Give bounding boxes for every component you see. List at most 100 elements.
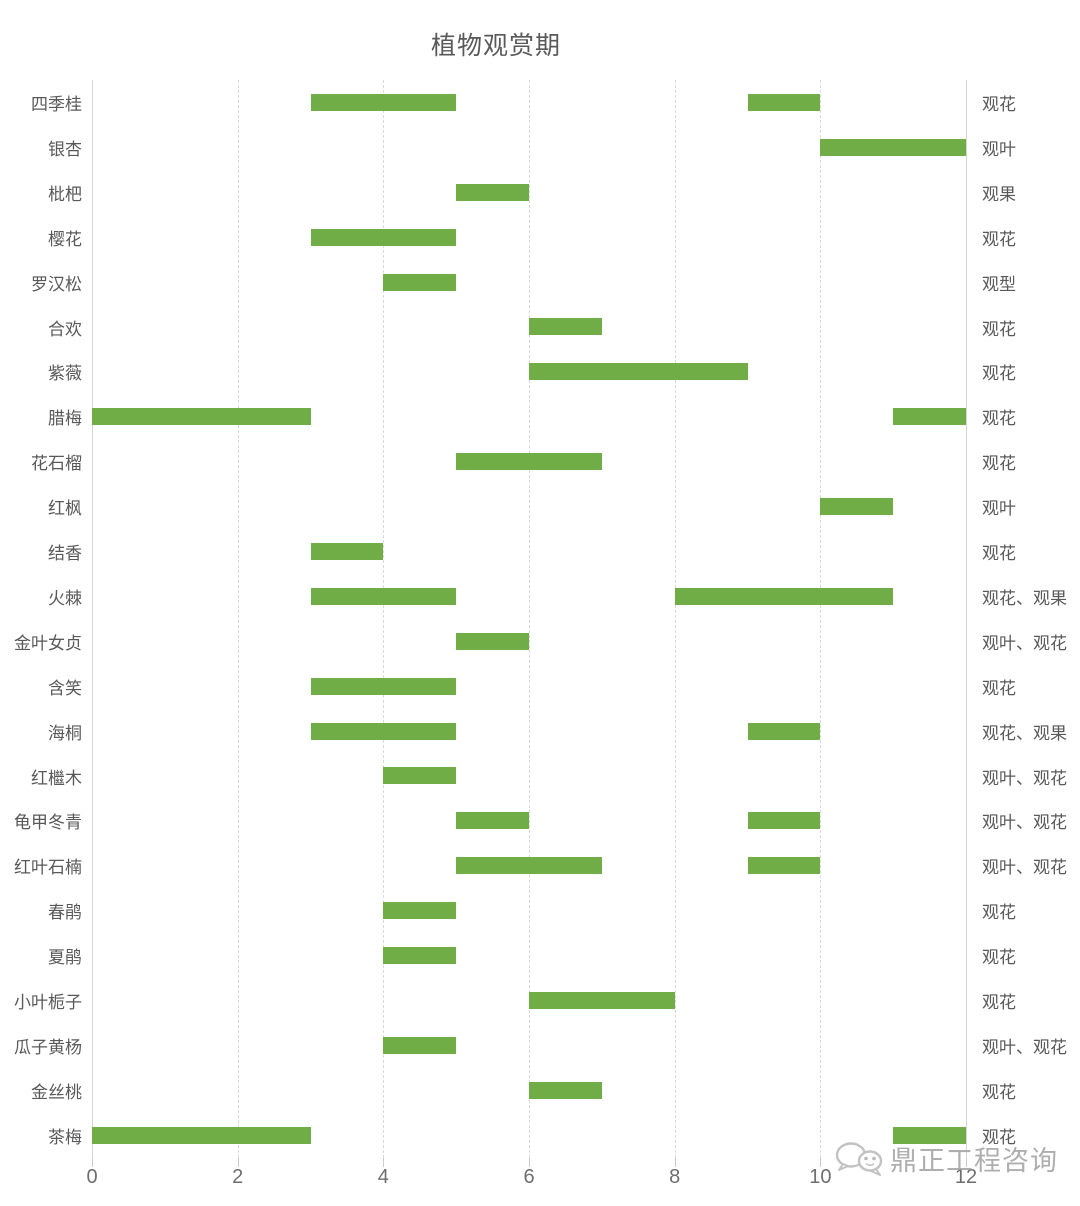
period-bar <box>383 767 457 785</box>
plant-label: 樱花 <box>48 229 82 249</box>
plant-label: 红枫 <box>48 499 82 519</box>
period-bar <box>529 363 748 381</box>
ornamental-type-label: 观花、观果 <box>982 723 1067 743</box>
ornamental-type-label: 观叶、观花 <box>982 813 1067 833</box>
gridline-month-12 <box>966 80 967 1158</box>
x-tickmark-0 <box>92 1158 93 1167</box>
plant-label: 结香 <box>48 544 82 563</box>
plant-label: 海桐 <box>48 723 82 743</box>
ornamental-type-label: 观型 <box>982 274 1016 294</box>
plant-label: 枇杷 <box>48 184 82 204</box>
period-bar <box>820 138 966 156</box>
period-bar <box>747 722 821 740</box>
period-bar <box>310 542 384 560</box>
period-bar <box>747 812 821 830</box>
plant-label: 夏鹃 <box>48 948 82 968</box>
gridline-month-6 <box>529 80 530 1158</box>
x-tick-label: 12 <box>954 1166 978 1188</box>
ornamental-type-label: 观叶 <box>982 139 1016 159</box>
plant-label: 花石榴 <box>31 454 82 474</box>
period-bar <box>820 498 894 516</box>
plant-label: 含笑 <box>48 678 82 698</box>
ornamental-type-label: 观花 <box>982 364 1016 384</box>
period-bar <box>747 93 821 111</box>
period-bar <box>383 902 457 920</box>
ornamental-type-label: 观果 <box>982 184 1016 204</box>
x-tickmark-6 <box>529 1158 530 1167</box>
plant-label: 小叶栀子 <box>14 993 82 1012</box>
period-bar <box>893 1126 966 1144</box>
gridline-month-4 <box>383 80 385 1158</box>
ornamental-type-label: 观花、观果 <box>982 588 1067 608</box>
gridline-month-8 <box>674 80 676 1158</box>
period-bar <box>92 408 311 426</box>
period-bar <box>456 632 529 650</box>
period-bar <box>383 947 457 965</box>
period-bar <box>310 93 457 111</box>
period-bar <box>893 408 966 426</box>
period-bar <box>383 1036 457 1054</box>
x-tick-label: 2 <box>232 1166 244 1188</box>
x-tickmark-4 <box>383 1158 385 1167</box>
period-bar <box>456 453 602 471</box>
period-bar <box>529 1081 602 1099</box>
period-bar <box>529 318 602 336</box>
x-tick-label: 10 <box>809 1166 832 1188</box>
plant-label: 金丝桃 <box>31 1082 82 1102</box>
gridline-month-10 <box>820 80 822 1158</box>
ornamental-type-label: 观花 <box>982 993 1016 1012</box>
plant-label: 红檵木 <box>31 768 82 788</box>
ornamental-type-label: 观花 <box>982 1127 1016 1147</box>
ornamental-type-label: 观花 <box>982 319 1016 339</box>
period-bar <box>92 1126 311 1144</box>
plant-label: 腊梅 <box>48 409 82 429</box>
period-bar <box>747 857 821 875</box>
ornamental-type-label: 观叶、观花 <box>982 633 1067 653</box>
period-bar <box>383 273 457 291</box>
period-bar <box>310 677 457 695</box>
x-tickmark-8 <box>674 1158 676 1167</box>
gridline-month-2 <box>237 80 239 1158</box>
ornamental-type-label: 观花 <box>982 95 1016 114</box>
period-bar <box>456 183 529 201</box>
plant-label: 春鹃 <box>48 903 82 923</box>
ornamental-type-label: 观花 <box>982 1082 1016 1102</box>
ornamental-type-label: 观花 <box>982 544 1016 563</box>
x-tickmark-10 <box>820 1158 822 1167</box>
plant-label: 龟甲冬青 <box>14 813 82 833</box>
plant-label: 红叶石楠 <box>14 858 82 878</box>
period-bar <box>529 991 675 1009</box>
period-bar <box>310 228 457 246</box>
plant-label: 茶梅 <box>48 1127 82 1147</box>
ornamental-type-label: 观叶、观花 <box>982 1037 1067 1057</box>
period-bar <box>310 722 457 740</box>
ornamental-type-label: 观花 <box>982 454 1016 474</box>
plant-label: 银杏 <box>48 139 82 159</box>
ornamental-type-label: 观花 <box>982 903 1016 923</box>
x-tick-label: 0 <box>86 1166 98 1188</box>
ornamental-type-label: 观叶、观花 <box>982 858 1067 878</box>
plant-label: 罗汉松 <box>31 274 82 294</box>
chart-title: 植物观赏期 <box>430 32 561 60</box>
x-tick-label: 8 <box>669 1166 681 1188</box>
gridline-month-0 <box>92 80 93 1158</box>
plant-label: 合欢 <box>48 319 82 339</box>
x-tickmark-2 <box>237 1158 239 1167</box>
x-tick-label: 4 <box>377 1166 389 1188</box>
period-bar <box>456 812 529 830</box>
ornamental-type-label: 观叶 <box>982 499 1016 519</box>
period-bar <box>310 587 457 605</box>
x-tickmark-12 <box>966 1158 967 1167</box>
ornamental-type-label: 观花 <box>982 948 1016 968</box>
plant-label: 瓜子黄杨 <box>14 1037 82 1057</box>
ornamental-type-label: 观叶、观花 <box>982 768 1067 788</box>
ornamental-type-label: 观花 <box>982 678 1016 698</box>
period-bar <box>456 857 602 875</box>
plant-label: 紫薇 <box>48 364 82 384</box>
plant-label: 四季桂 <box>31 95 82 114</box>
plant-label: 金叶女贞 <box>14 633 82 653</box>
ornamental-type-label: 观花 <box>982 229 1016 249</box>
ornamental-type-label: 观花 <box>982 409 1016 429</box>
plant-label: 火棘 <box>48 588 82 608</box>
